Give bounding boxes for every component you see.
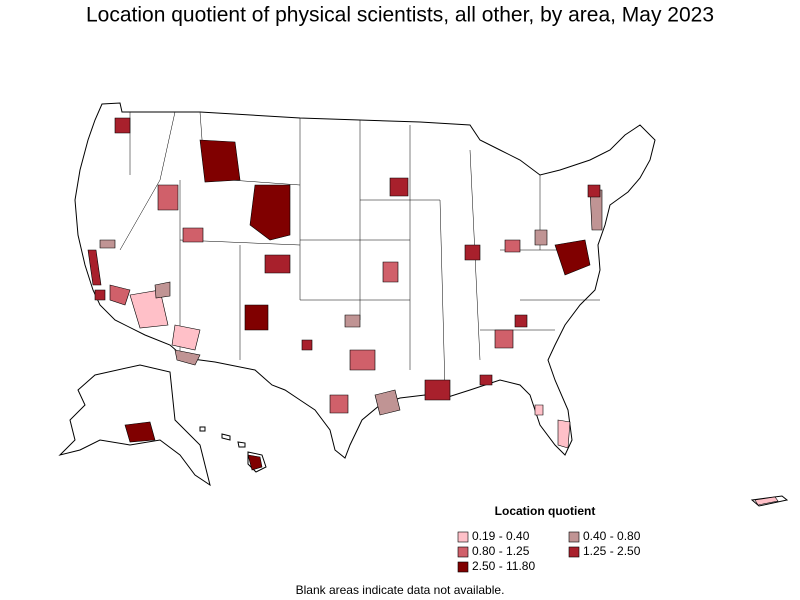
legend-swatch [568, 546, 580, 558]
area [199, 139, 241, 183]
area [264, 254, 291, 274]
map-title: Location quotient of physical scientists… [86, 4, 714, 27]
area [124, 421, 156, 443]
area [244, 304, 269, 331]
legend-swatch [457, 546, 469, 558]
area [344, 314, 361, 328]
legend-swatch [457, 561, 469, 573]
area [389, 177, 409, 197]
area [424, 379, 451, 401]
area [494, 329, 514, 349]
legend-label: 0.40 - 0.80 [583, 529, 641, 543]
legend-label: 0.80 - 1.25 [472, 544, 530, 558]
area [154, 281, 171, 299]
area [129, 289, 169, 329]
area [754, 496, 779, 506]
area [157, 184, 179, 211]
area [554, 239, 591, 276]
area [374, 389, 401, 416]
area [557, 419, 571, 449]
area [349, 349, 376, 371]
area [329, 394, 349, 414]
contiguous-us [74, 102, 656, 459]
legend-label: 2.50 - 11.80 [472, 559, 535, 573]
area [301, 339, 313, 351]
area [109, 284, 131, 306]
area [534, 404, 544, 416]
legend-swatch [457, 531, 469, 543]
area [94, 289, 106, 301]
area [99, 239, 116, 249]
area [247, 454, 263, 471]
footnote: Blank areas indicate data not available. [296, 583, 505, 597]
area [514, 314, 528, 328]
legend-title: Location quotient [495, 504, 596, 518]
area [382, 261, 399, 283]
legend-swatch [568, 531, 580, 543]
area [464, 244, 481, 261]
area [87, 249, 102, 286]
area [114, 117, 131, 134]
legend: 0.19 - 0.40 0.40 - 0.80 0.80 - 1.25 1.25 - … [457, 529, 641, 573]
area [174, 349, 201, 366]
legend-label: 1.25 - 2.50 [583, 544, 641, 558]
map [58, 102, 789, 507]
area [182, 227, 204, 243]
area [587, 184, 601, 198]
area [479, 374, 493, 386]
area [171, 324, 201, 351]
legend-label: 0.19 - 0.40 [472, 529, 530, 543]
areas [87, 117, 779, 506]
area [534, 229, 548, 246]
area [249, 184, 291, 241]
area [504, 239, 521, 253]
